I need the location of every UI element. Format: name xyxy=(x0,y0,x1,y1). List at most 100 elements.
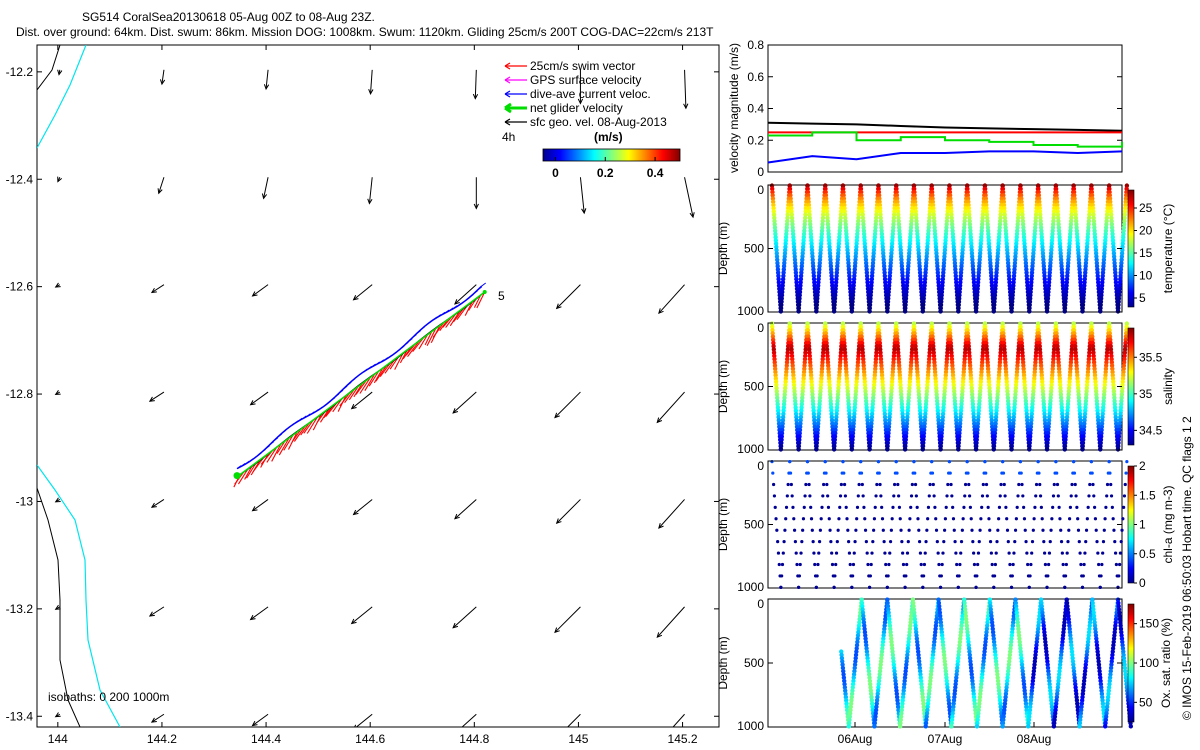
section-point xyxy=(953,276,959,282)
section-point xyxy=(774,244,779,250)
section-point xyxy=(814,299,820,304)
section-point xyxy=(1059,270,1065,275)
section-point xyxy=(944,218,950,224)
section-point xyxy=(1078,280,1083,285)
section-point xyxy=(1080,447,1085,452)
section-point xyxy=(904,424,909,429)
section-point xyxy=(793,264,798,269)
section-point xyxy=(889,251,894,256)
section-point xyxy=(924,251,930,256)
section-point xyxy=(956,302,961,308)
section-point xyxy=(852,264,858,269)
map-y-tick-label: -13.2 xyxy=(6,602,34,616)
section-point xyxy=(781,273,786,279)
section-point xyxy=(900,408,905,413)
section-point xyxy=(1040,247,1045,253)
section-point xyxy=(1107,189,1112,195)
section-point xyxy=(838,212,844,217)
section-point xyxy=(994,273,999,279)
geo-velocity-arrow xyxy=(367,177,373,205)
section-point xyxy=(970,260,975,266)
section-point xyxy=(847,418,852,423)
section-point xyxy=(1024,540,1028,544)
section-point xyxy=(921,296,926,301)
section-point xyxy=(845,251,850,256)
section-point xyxy=(1059,264,1064,269)
section-point xyxy=(1055,212,1061,217)
section-point xyxy=(942,247,948,253)
section-point xyxy=(815,286,821,291)
section-point xyxy=(856,209,862,214)
section-point xyxy=(967,482,971,487)
section-point xyxy=(910,482,914,487)
section-point xyxy=(1057,238,1062,243)
section-point xyxy=(1043,286,1048,291)
section-point xyxy=(922,418,928,423)
section-point xyxy=(798,280,803,285)
section-point xyxy=(1015,228,1020,233)
section-point xyxy=(914,228,920,233)
section-point xyxy=(923,267,928,272)
section-point xyxy=(798,276,804,282)
section-point xyxy=(905,270,911,275)
section-point xyxy=(890,366,896,371)
section-point xyxy=(791,241,797,246)
section-point xyxy=(916,251,921,256)
section-point xyxy=(1108,202,1113,208)
section-point xyxy=(793,260,798,266)
section-point xyxy=(1030,257,1036,262)
section-point xyxy=(1089,193,1095,198)
section-point xyxy=(983,196,989,201)
section-point xyxy=(940,283,945,288)
section-point xyxy=(921,434,926,439)
section-point xyxy=(858,189,864,195)
section-point xyxy=(815,289,820,295)
section-point xyxy=(888,257,894,262)
section-point xyxy=(788,460,792,464)
section-point xyxy=(912,334,918,339)
section-point xyxy=(851,424,856,429)
section-point xyxy=(1054,189,1059,195)
section-point xyxy=(862,373,867,378)
section-point xyxy=(882,405,887,410)
section-point xyxy=(954,551,958,555)
section-point xyxy=(1051,724,1057,729)
section-point xyxy=(835,540,839,544)
section-point xyxy=(846,267,852,272)
section-point xyxy=(886,424,892,429)
section-point xyxy=(896,212,901,217)
section-point xyxy=(913,206,918,211)
section-point xyxy=(1074,231,1080,237)
section-point xyxy=(960,247,965,253)
section-point xyxy=(930,199,936,204)
section-point xyxy=(1081,289,1087,295)
section-point xyxy=(859,337,865,342)
section-point xyxy=(872,241,877,246)
section-point xyxy=(790,369,796,375)
section-point xyxy=(876,321,881,326)
section-point xyxy=(785,212,790,217)
section-point xyxy=(1059,260,1064,266)
section-point xyxy=(975,574,979,578)
section-point xyxy=(825,222,831,227)
section-point xyxy=(830,286,835,291)
section-point xyxy=(1068,231,1073,237)
section-point xyxy=(818,385,823,391)
section-point xyxy=(833,418,839,423)
section-point xyxy=(850,434,855,439)
section-point xyxy=(1020,212,1025,217)
section-point xyxy=(808,369,814,375)
section-point xyxy=(832,434,838,439)
section-point xyxy=(808,225,813,230)
section-point xyxy=(938,309,943,314)
section-point xyxy=(895,206,900,211)
section-point xyxy=(897,369,902,375)
section-point xyxy=(942,254,947,259)
section-point xyxy=(915,369,920,375)
section-point xyxy=(1116,299,1121,304)
section-point xyxy=(1051,215,1056,221)
section-point xyxy=(890,235,895,240)
section-point xyxy=(960,244,966,250)
section-point xyxy=(853,540,857,544)
section-point xyxy=(898,251,904,256)
